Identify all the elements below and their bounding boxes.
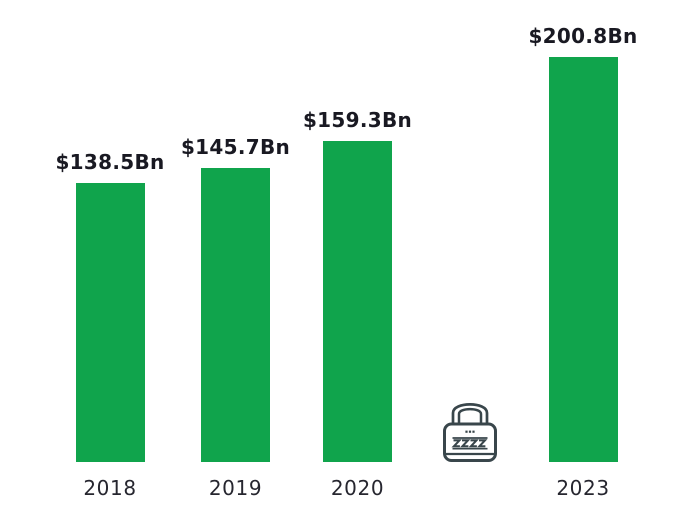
locked-data-placeholder: [440, 396, 500, 464]
bar-2018: [75, 183, 145, 462]
x-axis-label-2023: 2023: [556, 476, 610, 500]
bar-2020: [323, 141, 392, 462]
bar-2023: [548, 57, 618, 462]
lock-icon: [443, 403, 497, 462]
bar-2019: [201, 168, 270, 462]
x-axis-label-2019: 2019: [208, 476, 263, 500]
value-label-2020: $159.3Bn: [302, 108, 413, 132]
value-label-2023: $200.8Bn: [528, 24, 638, 48]
x-axis-label-2018: 2018: [83, 476, 137, 500]
value-label-2019: $145.7Bn: [180, 135, 291, 159]
value-label-2018: $138.5Bn: [55, 150, 165, 174]
x-axis-label-2020: 2020: [330, 476, 385, 500]
